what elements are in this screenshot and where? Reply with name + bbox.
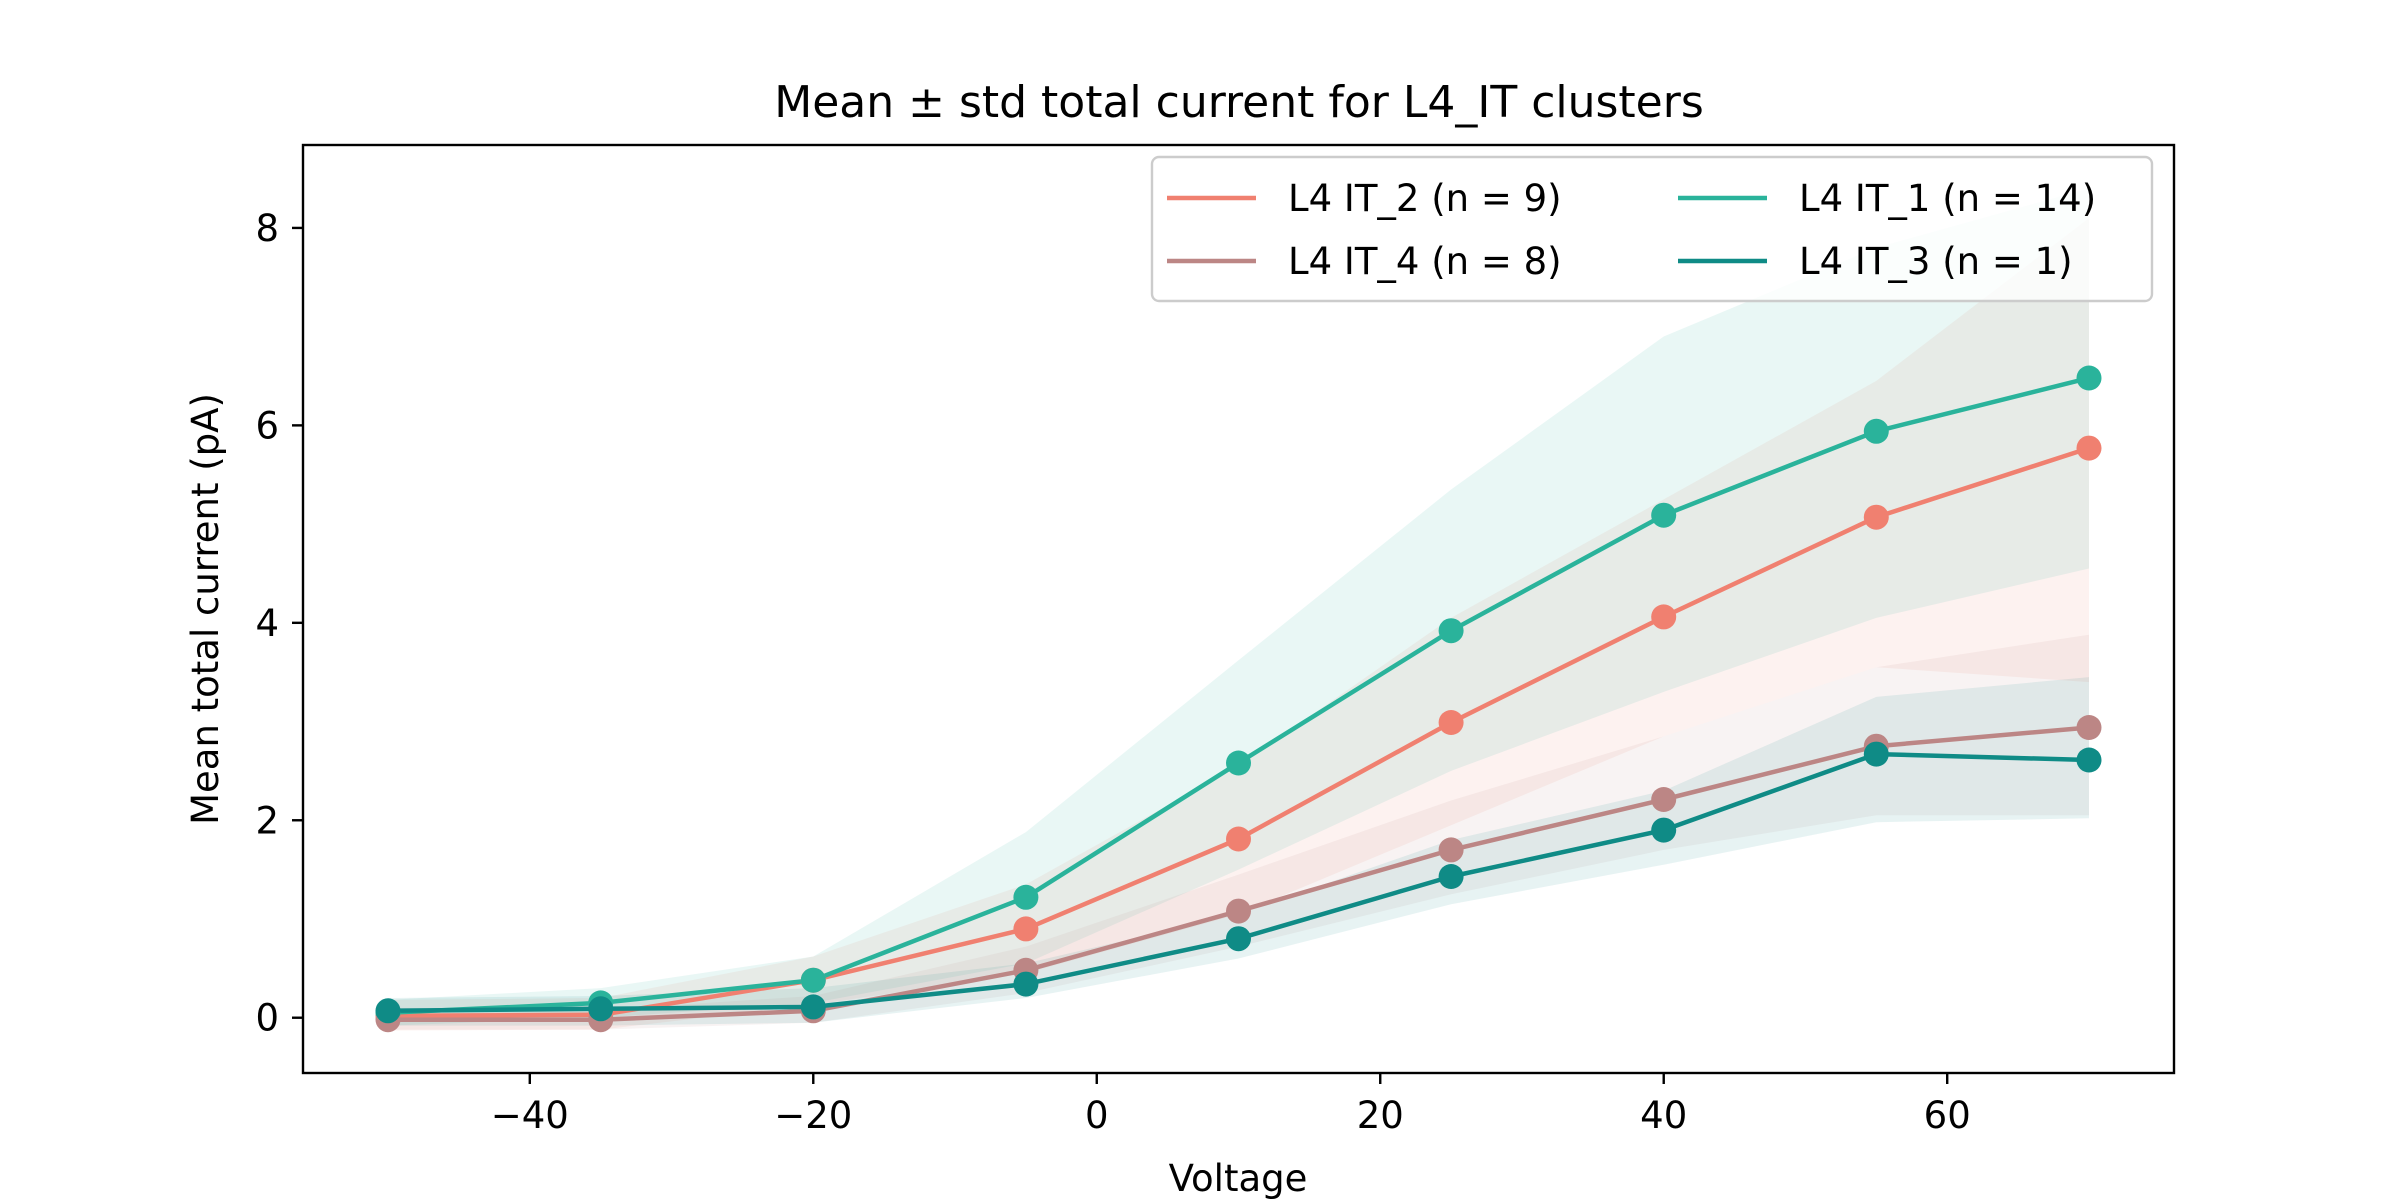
legend-entry-1: L4 IT_1 (n = 14) — [1799, 177, 2096, 220]
y-tick-label: 4 — [255, 602, 279, 645]
x-tick-label: 40 — [1640, 1094, 1687, 1137]
series-points — [375, 365, 2102, 1033]
x-tick-label: 60 — [1924, 1094, 1971, 1137]
data-point-0-5 — [1438, 710, 1464, 735]
data-point-1-7 — [1863, 418, 1889, 444]
data-point-3-4 — [1226, 926, 1251, 952]
std-band-0 — [388, 218, 2089, 1031]
data-point-3-7 — [1863, 741, 1889, 767]
data-point-0-8 — [2076, 435, 2102, 461]
data-point-2-8 — [2076, 715, 2102, 740]
data-point-1-4 — [1226, 750, 1251, 776]
data-point-1-2 — [800, 967, 826, 993]
data-point-3-3 — [1013, 971, 1039, 997]
data-point-0-7 — [1863, 504, 1889, 530]
data-point-0-6 — [1651, 604, 1677, 630]
y-axis-label: Mean total current (pA) — [184, 393, 227, 825]
y-tick-label: 0 — [255, 997, 279, 1040]
data-point-2-5 — [1438, 837, 1464, 863]
std-band-2 — [388, 634, 2089, 1030]
data-point-3-0 — [375, 998, 401, 1024]
std-band-1 — [388, 188, 2089, 1026]
legend-entry-2: L4 IT_4 (n = 8) — [1288, 240, 1562, 283]
data-point-1-5 — [1438, 618, 1464, 644]
legend-entry-0: L4 IT_2 (n = 9) — [1288, 177, 1562, 220]
data-point-2-6 — [1651, 787, 1677, 812]
data-point-3-1 — [588, 996, 614, 1022]
data-point-0-4 — [1226, 826, 1251, 852]
x-tick-label: 0 — [1085, 1094, 1109, 1137]
plot-frame — [301, 143, 2176, 1075]
data-point-1-8 — [2076, 365, 2102, 391]
data-point-3-6 — [1651, 817, 1677, 843]
x-tick-label: −20 — [774, 1094, 852, 1137]
x-tick-label: −40 — [491, 1094, 569, 1137]
x-tick-label: 20 — [1357, 1094, 1404, 1137]
data-point-3-5 — [1438, 864, 1464, 889]
y-axis: 0 2 4 6 8 — [255, 207, 303, 1040]
legend-entry-3: L4 IT_3 (n = 1) — [1799, 240, 2073, 283]
x-axis: −40 −20 0 20 40 60 — [491, 1073, 1971, 1137]
data-point-0-3 — [1013, 916, 1039, 942]
y-tick-label: 6 — [255, 404, 279, 447]
data-point-3-8 — [2076, 747, 2102, 773]
std-band-3 — [388, 677, 2089, 1026]
data-point-3-2 — [800, 994, 826, 1020]
data-point-1-3 — [1013, 884, 1039, 910]
data-point-1-6 — [1651, 502, 1677, 528]
chart-title: Mean ± std total current for L4_IT clust… — [774, 77, 1704, 128]
y-tick-label: 8 — [255, 207, 279, 250]
data-point-2-4 — [1226, 898, 1251, 924]
y-tick-label: 2 — [255, 799, 279, 842]
legend-box — [1150, 155, 2154, 303]
x-axis-label: Voltage — [1169, 1157, 1308, 1200]
legend: L4 IT_2 (n = 9) L4 IT_1 (n = 14) L4 IT_4 (… — [1150, 155, 2154, 303]
std-bands — [388, 188, 2089, 1031]
